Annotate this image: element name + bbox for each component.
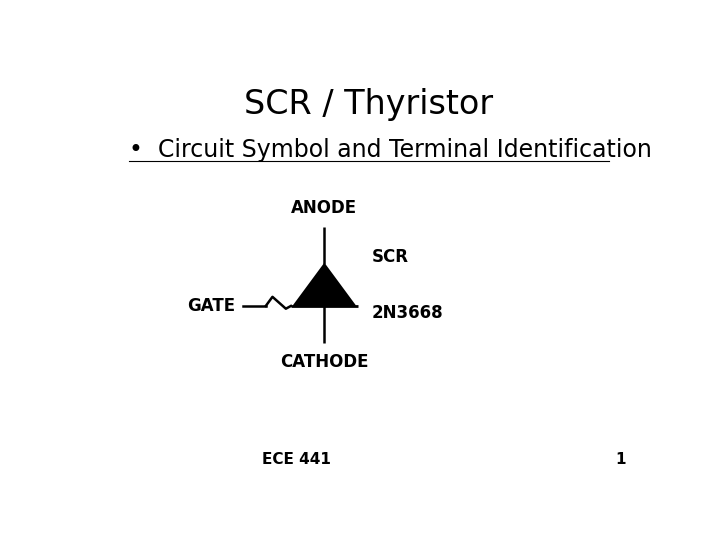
Text: ECE 441: ECE 441 <box>262 453 331 467</box>
Text: 1: 1 <box>615 453 626 467</box>
Text: GATE: GATE <box>187 297 235 315</box>
Text: ANODE: ANODE <box>292 199 357 217</box>
Text: •  Circuit Symbol and Terminal Identification: • Circuit Symbol and Terminal Identifica… <box>129 138 652 162</box>
Text: CATHODE: CATHODE <box>280 353 369 370</box>
Text: 2N3668: 2N3668 <box>372 304 444 322</box>
Text: SCR: SCR <box>372 248 409 266</box>
Polygon shape <box>294 265 355 306</box>
Text: SCR / Thyristor: SCR / Thyristor <box>244 88 494 121</box>
